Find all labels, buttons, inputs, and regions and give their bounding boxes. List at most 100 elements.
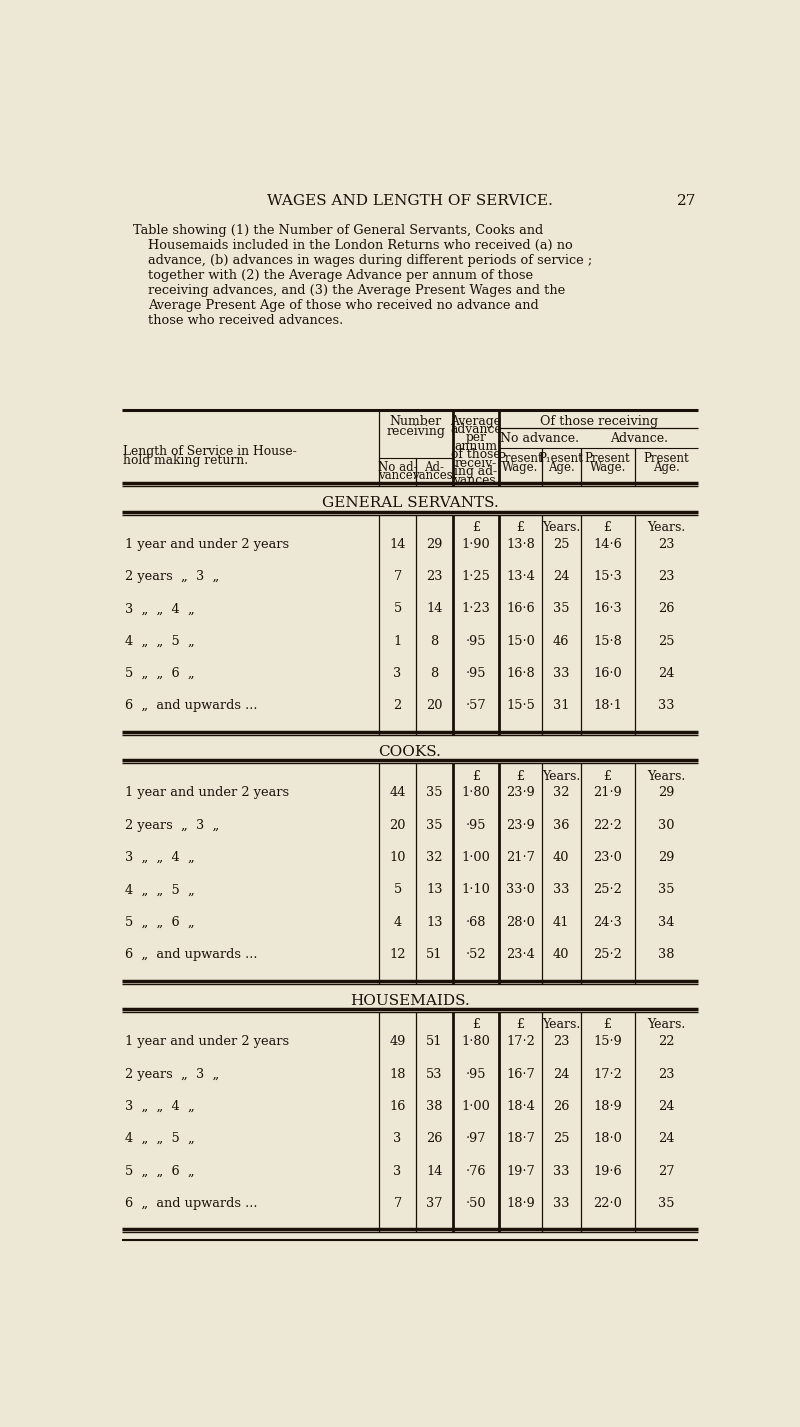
Text: 22·2: 22·2 (593, 819, 622, 832)
Text: 3: 3 (394, 1132, 402, 1146)
Text: 35: 35 (426, 819, 442, 832)
Text: 12: 12 (390, 948, 406, 962)
Text: 33: 33 (553, 1164, 570, 1177)
Text: Ad-: Ad- (425, 461, 445, 474)
Text: 23·9: 23·9 (506, 786, 535, 799)
Text: 34: 34 (658, 916, 674, 929)
Text: Years.: Years. (542, 769, 580, 782)
Text: Years.: Years. (542, 1019, 580, 1032)
Text: 40: 40 (553, 948, 570, 962)
Text: 25·2: 25·2 (593, 948, 622, 962)
Text: Number: Number (390, 415, 442, 428)
Text: vances.: vances. (412, 469, 457, 482)
Text: 2: 2 (394, 699, 402, 712)
Text: 24: 24 (553, 1067, 570, 1080)
Text: 15·8: 15·8 (593, 635, 622, 648)
Text: 15·9: 15·9 (594, 1035, 622, 1049)
Text: 23·0: 23·0 (593, 850, 622, 865)
Text: 16·6: 16·6 (506, 602, 534, 615)
Text: Of those receiving: Of those receiving (540, 415, 658, 428)
Text: 13·4: 13·4 (506, 571, 535, 584)
Text: ·95: ·95 (466, 819, 486, 832)
Text: 23·4: 23·4 (506, 948, 535, 962)
Text: HOUSEMAIDS.: HOUSEMAIDS. (350, 993, 470, 1007)
Text: ·50: ·50 (466, 1197, 486, 1210)
Text: 1·80: 1·80 (462, 786, 490, 799)
Text: 41: 41 (553, 916, 570, 929)
Text: £: £ (604, 769, 612, 782)
Text: annum: annum (454, 440, 498, 452)
Text: 25: 25 (553, 1132, 570, 1146)
Text: 13·8: 13·8 (506, 538, 535, 551)
Text: 2 years  „  3  „: 2 years „ 3 „ (125, 819, 219, 832)
Text: ·57: ·57 (466, 699, 486, 712)
Text: 1·10: 1·10 (462, 883, 490, 896)
Text: 20: 20 (390, 819, 406, 832)
Text: 23: 23 (658, 1067, 674, 1080)
Text: £: £ (604, 1019, 612, 1032)
Text: 26: 26 (553, 1100, 570, 1113)
Text: 1·00: 1·00 (462, 1100, 490, 1113)
Text: COOKS.: COOKS. (378, 745, 442, 759)
Text: Length of Service in House-: Length of Service in House- (123, 445, 297, 458)
Text: 35: 35 (426, 786, 442, 799)
Text: 29: 29 (658, 786, 674, 799)
Text: 1·25: 1·25 (462, 571, 490, 584)
Text: WAGES AND LENGTH OF SERVICE.: WAGES AND LENGTH OF SERVICE. (267, 194, 553, 208)
Text: 1 year and under 2 years: 1 year and under 2 years (125, 1035, 289, 1049)
Text: 44: 44 (390, 786, 406, 799)
Text: GENERAL SERVANTS.: GENERAL SERVANTS. (322, 497, 498, 511)
Text: 18·1: 18·1 (593, 699, 622, 712)
Text: 25: 25 (553, 538, 570, 551)
Text: 7: 7 (394, 1197, 402, 1210)
Text: 33: 33 (553, 666, 570, 681)
Text: ·95: ·95 (466, 666, 486, 681)
Text: 36: 36 (553, 819, 570, 832)
Text: 4  „  „  5  „: 4 „ „ 5 „ (125, 635, 194, 648)
Text: together with (2) the Average Advance per annum of those: together with (2) the Average Advance pe… (148, 268, 533, 281)
Text: £: £ (472, 521, 480, 534)
Text: 18·4: 18·4 (506, 1100, 535, 1113)
Text: 35: 35 (658, 883, 674, 896)
Text: ·95: ·95 (466, 1067, 486, 1080)
Text: 40: 40 (553, 850, 570, 865)
Text: Average Present Age of those who received no advance and: Average Present Age of those who receive… (148, 298, 539, 311)
Text: receiv-: receiv- (454, 457, 497, 469)
Text: Average: Average (450, 415, 502, 428)
Text: 1: 1 (394, 635, 402, 648)
Text: 38: 38 (658, 948, 674, 962)
Text: 24: 24 (658, 1132, 674, 1146)
Text: 13: 13 (426, 883, 442, 896)
Text: vances.: vances. (453, 474, 499, 487)
Text: 16·7: 16·7 (506, 1067, 535, 1080)
Text: 3  „  „  4  „: 3 „ „ 4 „ (125, 1100, 194, 1113)
Text: 30: 30 (658, 819, 674, 832)
Text: 18·0: 18·0 (593, 1132, 622, 1146)
Text: 14·6: 14·6 (594, 538, 622, 551)
Text: 14: 14 (426, 1164, 442, 1177)
Text: Age.: Age. (653, 461, 680, 474)
Text: 33: 33 (553, 883, 570, 896)
Text: Advance.: Advance. (610, 431, 669, 444)
Text: 16·0: 16·0 (594, 666, 622, 681)
Text: Housemaids included in the London Returns who received (a) no: Housemaids included in the London Return… (148, 238, 573, 251)
Text: 1·23: 1·23 (462, 602, 490, 615)
Text: 16·3: 16·3 (594, 602, 622, 615)
Text: 21·7: 21·7 (506, 850, 535, 865)
Text: 15·0: 15·0 (506, 635, 535, 648)
Text: Years.: Years. (647, 521, 686, 534)
Text: 35: 35 (658, 1197, 674, 1210)
Text: 49: 49 (390, 1035, 406, 1049)
Text: 19·6: 19·6 (594, 1164, 622, 1177)
Text: Present: Present (644, 452, 690, 465)
Text: Present: Present (585, 452, 630, 465)
Text: 17·2: 17·2 (593, 1067, 622, 1080)
Text: 22: 22 (658, 1035, 674, 1049)
Text: 18·9: 18·9 (506, 1197, 535, 1210)
Text: Years.: Years. (647, 1019, 686, 1032)
Text: 6  „  and upwards ...: 6 „ and upwards ... (125, 948, 258, 962)
Text: 31: 31 (553, 699, 570, 712)
Text: £: £ (472, 769, 480, 782)
Text: 23: 23 (658, 538, 674, 551)
Text: 10: 10 (390, 850, 406, 865)
